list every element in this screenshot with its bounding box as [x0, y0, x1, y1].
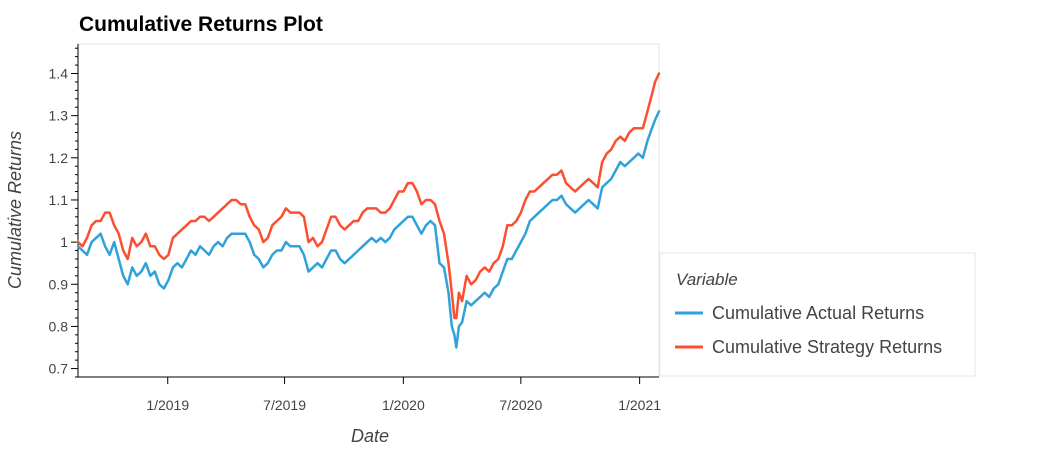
legend-box	[659, 252, 976, 377]
y-tick-label: 1.3	[49, 108, 69, 124]
y-tick-label: 1.4	[49, 66, 69, 82]
y-axis-title: Cumulative Returns	[5, 131, 25, 289]
series-line-strategy-returns	[76, 72, 661, 320]
y-axis-ticks: 0.7 0.8 0.9 1 1.1 1.2 1.3 1.4	[49, 47, 78, 378]
x-tick-label: 1/2019	[146, 397, 189, 413]
y-tick-label: 0.8	[49, 318, 69, 334]
x-tick-label: 1/2021	[618, 397, 661, 413]
x-axis-title: Date	[351, 426, 389, 446]
y-tick-label: 1.1	[49, 192, 69, 208]
x-axis-ticks: 1/2019 7/2019 1/2020 7/2020 1/2021	[146, 377, 661, 413]
x-tick-label: 7/2020	[499, 397, 542, 413]
y-tick-label: 1	[60, 234, 68, 250]
legend-label-actual: Cumulative Actual Returns	[712, 303, 924, 323]
y-tick-label: 0.7	[49, 361, 69, 377]
legend: Variable Cumulative Actual Returns Cumul…	[659, 252, 976, 377]
legend-title: Variable	[676, 270, 738, 289]
series-line-actual-returns	[76, 110, 661, 349]
legend-label-strategy: Cumulative Strategy Returns	[712, 337, 942, 357]
y-tick-label: 0.9	[49, 276, 69, 292]
x-tick-label: 1/2020	[382, 397, 425, 413]
x-tick-label: 7/2019	[263, 397, 306, 413]
chart-title: Cumulative Returns Plot	[79, 13, 323, 36]
plot-area-frame	[77, 43, 660, 378]
series-layer	[76, 72, 661, 349]
y-tick-label: 1.2	[49, 150, 69, 166]
